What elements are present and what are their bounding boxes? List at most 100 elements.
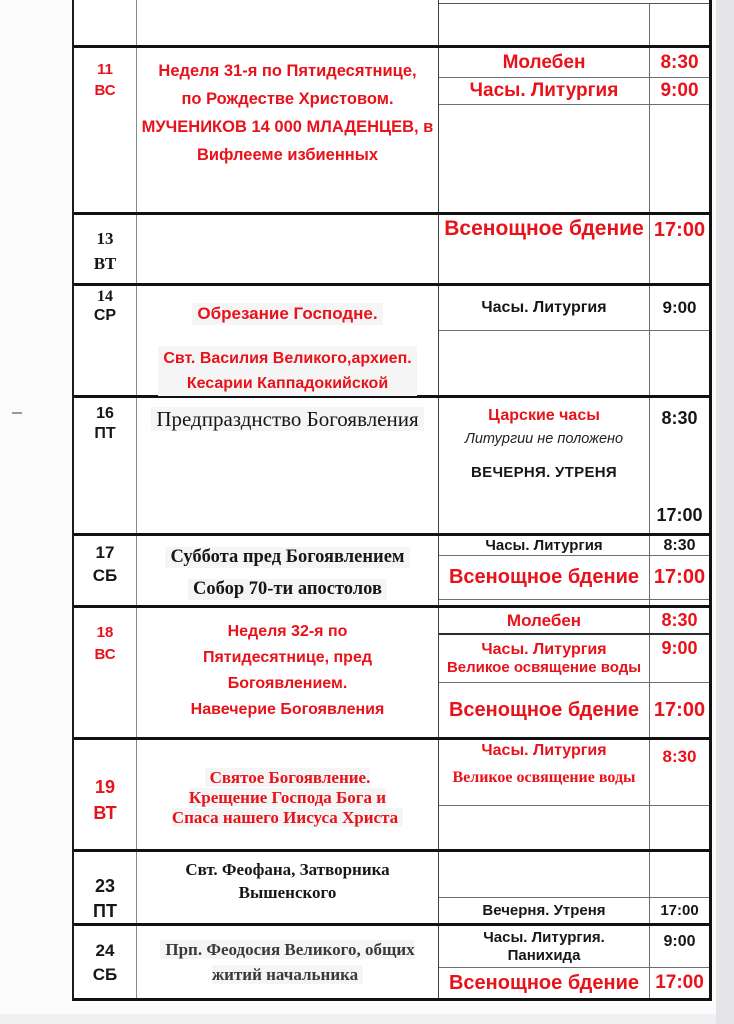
service-name: Часы. Литургия Великое освящение воды xyxy=(439,740,650,805)
service-time: 8:30 xyxy=(662,747,697,766)
date-weekday: ВТ xyxy=(93,254,117,273)
service-name: Всенощное бдение xyxy=(439,683,650,737)
service-time-empty xyxy=(650,852,709,897)
table-row-17-saturday: 17 СБ Суббота пред Богоявлением Собор 70… xyxy=(74,533,709,605)
date-cell-empty xyxy=(74,0,137,45)
date-cell: 11 ВС xyxy=(74,48,137,212)
service-time: 9:00 xyxy=(661,638,698,658)
service-time-bottom: 17:00 xyxy=(656,505,703,525)
service-name: Часы. Литургия. Панихида xyxy=(439,926,650,967)
services-cell: Вечерня. Утреня 17:00 xyxy=(439,852,709,923)
service-time-empty xyxy=(650,806,709,849)
table-row-23-friday: 23 ПТ Свт. Феофана, Затворника Вышенског… xyxy=(74,849,709,923)
date-weekday: ВТ xyxy=(93,803,117,823)
service-note: Литургии не положено xyxy=(464,431,624,447)
feast-text: Обрезание Господне. xyxy=(192,303,383,325)
date-number: 19 xyxy=(94,777,116,797)
service-name-line: Часы. Литургия xyxy=(481,641,607,658)
service-name-empty xyxy=(439,4,650,45)
date-number: 24 xyxy=(95,941,115,960)
feast-text: Предпразднство Богоявления xyxy=(151,407,424,431)
date-number: 23 xyxy=(94,876,116,896)
date-weekday: ПТ xyxy=(93,901,117,921)
feast-cell: Неделя 31-я по Пятидесятнице, по Рождест… xyxy=(137,48,439,212)
date-cell: 17 СБ xyxy=(74,536,137,605)
date-weekday: СБ xyxy=(92,566,118,585)
table-row-19-tuesday: 19 ВТ Святое Богоявление. Крещение Госпо… xyxy=(74,737,709,849)
date-number: 13 xyxy=(96,229,114,248)
table-row-16-friday: 16 ПТ Предпразднство Богоявления Царские… xyxy=(12,395,709,533)
services-cell: Молебен 8:30 Часы. Литургия Великое освя… xyxy=(439,608,709,737)
date-weekday: ПТ xyxy=(94,425,116,442)
service-name: Вечерня. Утреня xyxy=(439,898,650,923)
services-cell: Всенощное бдение 17:00 xyxy=(439,215,709,283)
service-name: Всенощное бдение xyxy=(439,215,650,283)
feast-cell: Предпразднство Богоявления xyxy=(137,398,439,533)
date-weekday: СР xyxy=(93,307,117,324)
feast-cell: Неделя 32-я по Пятидесятнице, пред Богоя… xyxy=(137,608,439,737)
table-row-18-sunday: 18 ВС Неделя 32-я по Пятидесятнице, пред… xyxy=(74,605,709,737)
service-name-empty xyxy=(439,852,650,897)
date-weekday: СБ xyxy=(92,965,118,984)
service-time: 8:30 xyxy=(660,51,699,73)
feast-cell-empty xyxy=(137,0,439,45)
service-name-line: ВЕЧЕРНЯ. УТРЕНЯ xyxy=(471,464,617,481)
date-cell: 23 ПТ xyxy=(74,852,137,923)
date-number: 11 xyxy=(97,61,113,78)
service-name-line: Царские часы xyxy=(488,407,600,424)
service-time-empty xyxy=(650,4,709,45)
feast-text: Прп. Феодосия Великого, общих житий нача… xyxy=(160,940,415,984)
table-row-13-tuesday: 13 ВТ Всенощное бдение 17:00 xyxy=(74,212,709,283)
service-schedule-table: 11 ВС Неделя 31-я по Пятидесятнице, по Р… xyxy=(12,0,712,1001)
service-name: Часы. Литургия xyxy=(439,536,650,555)
services-cell: Часы. Литургия. Панихида 9:00 Всенощное … xyxy=(439,926,709,998)
service-name-empty xyxy=(439,600,650,605)
date-cell: 24 СБ xyxy=(74,926,137,998)
feast-cell-empty xyxy=(137,215,439,283)
service-name-line: Великое освящение воды xyxy=(452,769,636,786)
service-time: 17:00 xyxy=(653,698,706,721)
services-cell: Часы. Литургия 9:00 xyxy=(439,286,709,395)
services-cell: Молебен 8:30 Часы. Литургия 9:00 xyxy=(439,48,709,212)
service-name: Всенощное бдение xyxy=(439,556,650,599)
date-number: 18 xyxy=(96,624,114,641)
service-name: Молебен xyxy=(439,48,650,77)
service-time: 9:00 xyxy=(662,298,697,317)
scan-edge-shadow xyxy=(716,0,734,1024)
feast-cell: Свт. Феофана, Затворника Вышенского xyxy=(137,852,439,923)
date-cell: 18 ВС xyxy=(74,608,137,737)
date-number: 14 xyxy=(97,288,113,305)
feast-text: Собор 70-ти апостолов xyxy=(188,579,387,600)
scan-mark xyxy=(12,412,22,414)
feast-cell: Суббота пред Богоявлением Собор 70-ти ап… xyxy=(137,536,439,605)
date-weekday: ВС xyxy=(94,646,116,663)
service-time-top: 8:30 xyxy=(661,408,698,428)
table-row-24-saturday: 24 СБ Прп. Феодосия Великого, общих жити… xyxy=(74,923,709,998)
table-row-14-wednesday: 14 СР Обрезание Господне. Свт. Василия В… xyxy=(74,283,709,396)
service-time: 17:00 xyxy=(655,972,704,993)
service-name-empty xyxy=(439,331,650,395)
feast-cell: Обрезание Господне. Свт. Василия Великог… xyxy=(137,286,439,396)
service-time-empty xyxy=(650,331,709,395)
service-time: 17:00 xyxy=(653,566,706,588)
service-name: Царские часы Литургии не положено ВЕЧЕРН… xyxy=(439,398,650,533)
service-time: 8:30 17:00 xyxy=(650,398,709,533)
service-time: 9:00 xyxy=(660,80,699,101)
service-time: 9:00 xyxy=(663,933,696,950)
service-time: 8:30 xyxy=(663,536,696,554)
service-name: Всенощное бдение xyxy=(439,968,650,998)
service-name-line: Великое освящение воды xyxy=(446,659,642,676)
service-name-empty xyxy=(439,806,650,849)
service-name-line: Часы. Литургия xyxy=(481,742,607,759)
date-number: 16 xyxy=(96,405,114,422)
scan-bottom-shadow xyxy=(0,1014,716,1024)
table-row-11-sunday: 11 ВС Неделя 31-я по Пятидесятнице, по Р… xyxy=(74,45,709,212)
services-cell-empty xyxy=(439,3,709,45)
table-row-top-partial xyxy=(74,0,709,45)
feast-text: Свт. Василия Великого,архиеп. Кесарии Ка… xyxy=(158,346,417,396)
service-name: Часы. Литургия Великое освящение воды xyxy=(439,635,650,682)
date-cell: 19 ВТ xyxy=(74,740,137,849)
services-cell: Часы. Литургия 8:30 Всенощное бдение 17:… xyxy=(439,536,709,605)
service-name: Молебен xyxy=(439,608,650,633)
services-cell: Царские часы Литургии не положено ВЕЧЕРН… xyxy=(439,398,709,533)
